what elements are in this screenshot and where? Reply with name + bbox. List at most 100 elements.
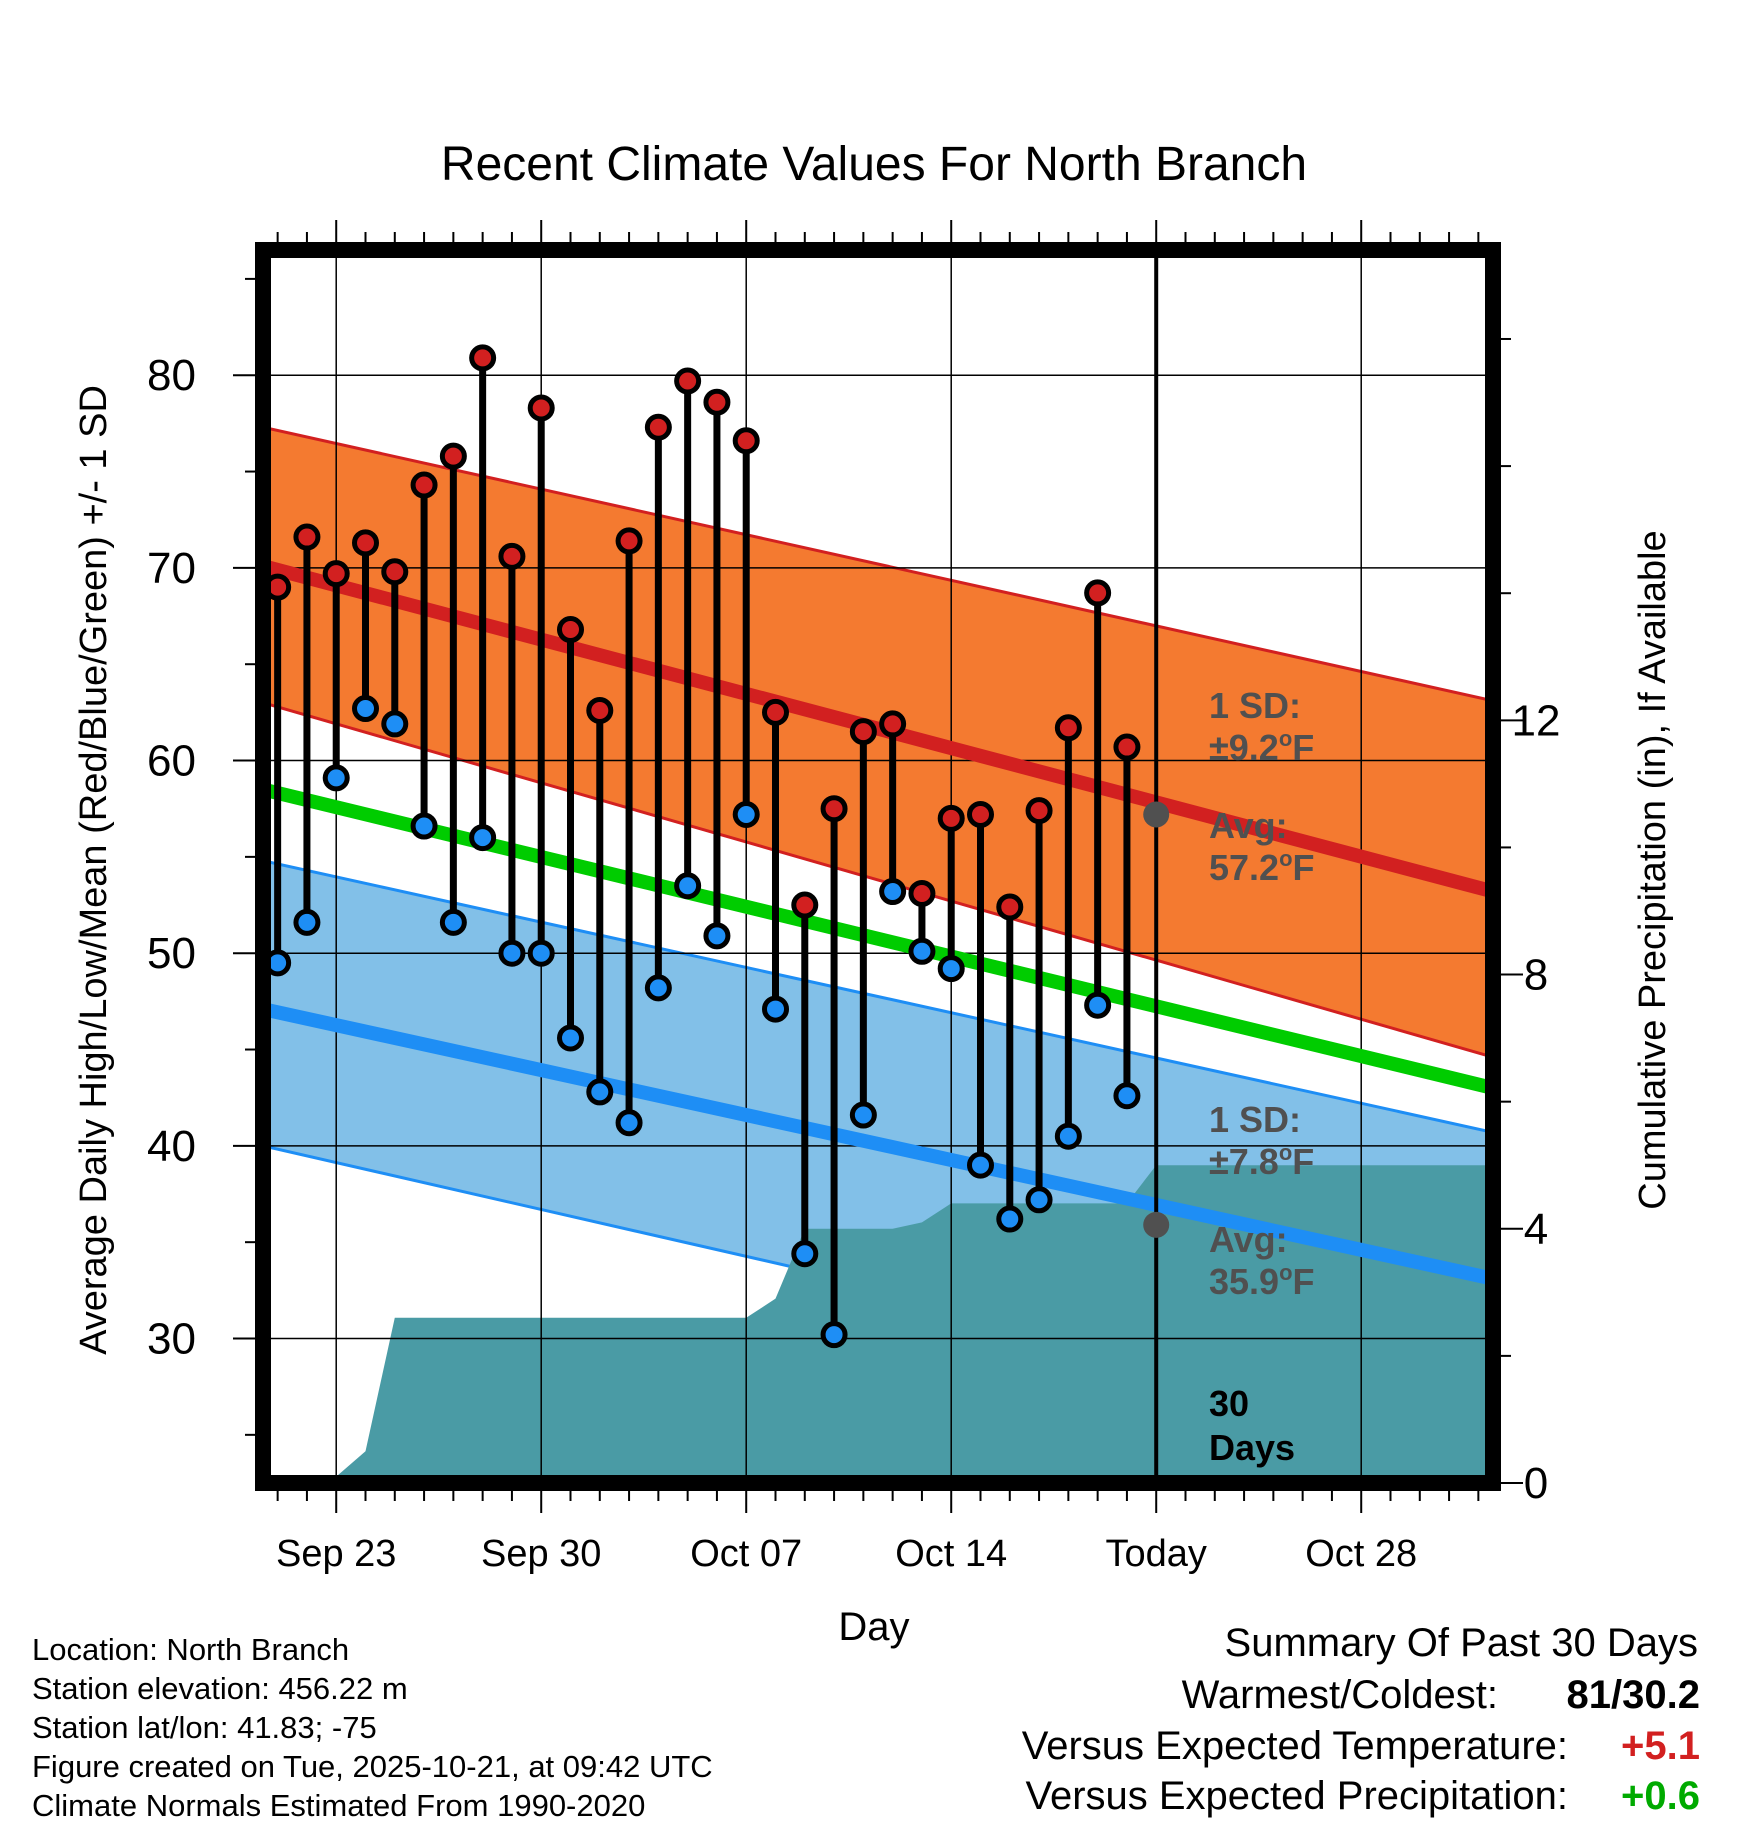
high-sd-label: 1 SD: xyxy=(1209,685,1301,726)
low-avg-label: Avg: xyxy=(1209,1219,1288,1260)
low-sd-value: ±7.8oF xyxy=(1209,1140,1314,1182)
high-point xyxy=(937,804,965,832)
high-point xyxy=(352,529,379,557)
low-point xyxy=(1113,1082,1141,1110)
x-tick-label: Oct 28 xyxy=(1305,1533,1417,1575)
low-point xyxy=(1025,1186,1053,1214)
high-point xyxy=(967,800,994,828)
high-point xyxy=(293,523,321,551)
high-point xyxy=(732,427,760,455)
low-point xyxy=(293,908,321,936)
x-tick-label: Sep 23 xyxy=(276,1533,396,1575)
plot-frame xyxy=(255,242,1501,1491)
low-point xyxy=(557,1024,584,1052)
high-point xyxy=(762,698,789,726)
y-tick-label: 50 xyxy=(147,929,196,978)
high-sd-value: ±9.2oF xyxy=(1209,726,1314,768)
summary-precip-label: Versus Expected Precipitation: xyxy=(1025,1774,1568,1818)
summary-row-warm-cold: Warmest/Coldest: 81/30.2 xyxy=(0,1675,1700,1721)
high-point xyxy=(557,616,584,644)
low-point xyxy=(967,1151,994,1179)
low-sd-label: 1 SD: xyxy=(1209,1099,1301,1140)
y2-tick-label: 0 xyxy=(1524,1459,1548,1508)
summary-title: Summary Of Past 30 Days xyxy=(1224,1621,1698,1665)
low-avg-value: 35.9oF xyxy=(1209,1260,1315,1302)
summary-row-precip: Versus Expected Precipitation: +0.6 xyxy=(0,1776,1700,1822)
low-point xyxy=(879,878,907,906)
high-point xyxy=(322,560,350,588)
high-point xyxy=(703,388,731,416)
plot-area xyxy=(263,250,1493,1483)
high-point xyxy=(1084,579,1112,607)
today-high-normal-marker xyxy=(1143,801,1170,828)
plot-overlay xyxy=(264,344,1141,1349)
y2-tick-label: 12 xyxy=(1512,696,1561,745)
footer-latlon: Station lat/lon: 41.83; -75 xyxy=(32,1710,377,1745)
normal-low-line xyxy=(263,1002,1493,1286)
low-point xyxy=(996,1205,1024,1233)
high-point xyxy=(879,710,907,738)
y-tick-label: 40 xyxy=(147,1122,196,1171)
y-tick-label: 80 xyxy=(147,351,196,400)
footer-created: Figure created on Tue, 2025-10-21, at 09… xyxy=(32,1749,713,1784)
low-point xyxy=(527,939,555,967)
summary-warm-cold-value: 81/30.2 xyxy=(1566,1673,1700,1717)
normal-mean-line xyxy=(263,782,1493,1095)
high-sd-band xyxy=(263,427,1493,1058)
summary-temp-label: Versus Expected Temperature: xyxy=(1021,1724,1568,1768)
low-point xyxy=(352,695,379,723)
high-point xyxy=(586,696,614,724)
footer-normals: Climate Normals Estimated From 1990-2020 xyxy=(32,1788,646,1823)
high-point xyxy=(996,893,1024,921)
x-tick-label: Sep 30 xyxy=(481,1533,601,1575)
low-point xyxy=(908,937,936,965)
high-point xyxy=(674,367,702,395)
x-axis-label: Day xyxy=(838,1605,909,1649)
high-point xyxy=(1113,733,1141,761)
low-point xyxy=(615,1109,643,1137)
low-point xyxy=(439,908,467,936)
high-avg-label: Avg: xyxy=(1209,805,1288,846)
high-band-lower-edge xyxy=(263,701,1493,1059)
y-axis-label: Average Daily High/Low/Mean (Red/Blue/Gr… xyxy=(73,385,115,1355)
today-low-normal-marker xyxy=(1143,1211,1170,1238)
low-point xyxy=(937,955,965,983)
low-point xyxy=(1084,991,1112,1019)
high-point xyxy=(1054,714,1082,742)
high-point xyxy=(791,891,819,919)
low-point xyxy=(586,1078,614,1106)
high-point xyxy=(527,394,555,422)
high-point xyxy=(410,471,438,499)
summary-warm-cold-label: Warmest/Coldest: xyxy=(1181,1673,1498,1717)
high-point xyxy=(908,879,936,907)
x-tick-label: Oct 14 xyxy=(895,1533,1007,1575)
high-point xyxy=(498,542,526,570)
footer-elevation: Station elevation: 456.22 m xyxy=(32,1671,408,1706)
y2-axis-label: Cumulative Precipitation (in), If Availa… xyxy=(1632,530,1674,1209)
low-band-upper-edge xyxy=(263,859,1493,1134)
low-point xyxy=(381,710,409,738)
low-point xyxy=(644,974,672,1002)
high-point xyxy=(644,413,672,441)
y-tick-label: 60 xyxy=(147,737,196,786)
high-point xyxy=(615,527,643,555)
summary-temp-value: +5.1 xyxy=(1621,1724,1700,1768)
low-point xyxy=(703,922,731,950)
days-count-label: 30 xyxy=(1209,1383,1249,1424)
footer-location: Location: North Branch xyxy=(32,1632,350,1667)
y-tick-label: 30 xyxy=(147,1315,196,1364)
low-point xyxy=(322,764,350,792)
y2-tick-label: 8 xyxy=(1524,951,1548,1000)
high-point xyxy=(1025,797,1053,825)
summary-row-temp: Versus Expected Temperature: +5.1 xyxy=(0,1726,1700,1772)
y-tick-label: 70 xyxy=(147,544,196,593)
high-avg-value: 57.2oF xyxy=(1209,846,1315,888)
y2-tick-label: 4 xyxy=(1524,1205,1548,1254)
high-point xyxy=(820,795,848,823)
low-point xyxy=(732,800,760,828)
high-point xyxy=(381,558,409,586)
low-point xyxy=(820,1321,848,1349)
low-point xyxy=(674,872,702,900)
